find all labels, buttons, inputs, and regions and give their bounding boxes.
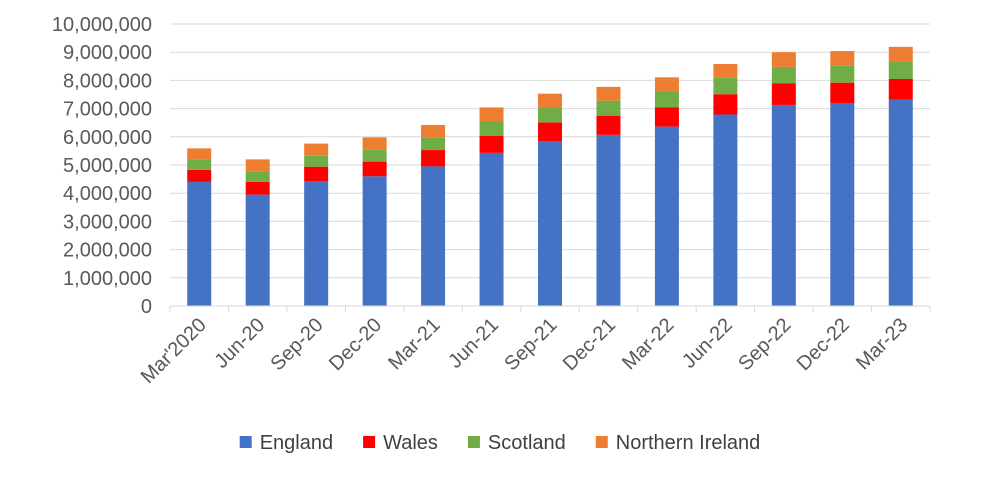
legend-swatch-northern-ireland (595, 436, 608, 448)
bars (187, 46, 913, 307)
legend-label-northern-ireland: Northern Ireland (616, 432, 761, 454)
bar-scotland-7 (596, 100, 621, 116)
bar-northern-ireland-12 (888, 46, 913, 63)
x-tick-label: Jun-20 (210, 314, 269, 373)
bar-england-1 (245, 194, 270, 306)
bar-england-2 (304, 181, 329, 306)
y-tick-label: 2,000,000 (63, 240, 152, 262)
bar-scotland-3 (362, 149, 387, 162)
legend: England Wales Scotland Northern Ireland (239, 432, 761, 454)
legend-label-wales: Wales (383, 432, 438, 454)
bar-scotland-1 (245, 171, 270, 182)
legend-swatch-scotland (467, 436, 480, 448)
bar-wales-7 (596, 115, 621, 135)
bar-northern-ireland-8 (654, 77, 679, 92)
y-tick-label: 10,000,000 (52, 14, 152, 36)
bar-england-4 (421, 166, 446, 306)
bar-scotland-8 (654, 91, 679, 108)
y-tick-label: 5,000,000 (63, 155, 152, 177)
y-tick-label: 9,000,000 (63, 42, 152, 64)
legend-label-scotland: Scotland (488, 432, 566, 454)
bar-scotland-2 (304, 155, 329, 167)
bar-scotland-11 (830, 65, 855, 83)
y-tick-label: 0 (141, 296, 152, 318)
bar-scotland-9 (713, 77, 738, 95)
x-tick-label: Sep-20 (267, 314, 328, 375)
bar-wales-3 (362, 161, 387, 177)
bar-england-5 (479, 152, 504, 306)
bar-wales-10 (771, 83, 796, 105)
y-tick-label: 1,000,000 (63, 268, 152, 290)
bar-northern-ireland-4 (421, 124, 446, 138)
bar-northern-ireland-10 (771, 52, 796, 67)
bar-wales-0 (187, 169, 212, 182)
bar-northern-ireland-6 (538, 93, 562, 109)
y-tick-labels: 0 1,000,000 2,000,000 3,000,000 4,000,000 5,0… (52, 14, 152, 318)
bar-scotland-0 (187, 159, 212, 170)
x-tick-label: Sep-21 (500, 314, 561, 375)
bar-northern-ireland-1 (245, 159, 270, 172)
x-tick-label: Mar'2020 (137, 314, 211, 388)
bar-wales-12 (888, 78, 913, 100)
bar-england-8 (654, 126, 679, 306)
bar-scotland-12 (888, 62, 913, 79)
bar-northern-ireland-11 (830, 51, 855, 66)
bar-scotland-10 (771, 66, 796, 84)
bar-england-10 (771, 104, 796, 307)
bar-wales-2 (304, 166, 329, 182)
y-tick-label: 6,000,000 (63, 127, 152, 149)
bar-wales-6 (538, 122, 562, 142)
bar-northern-ireland-0 (187, 148, 212, 160)
bar-england-7 (596, 134, 621, 306)
legend-swatch-wales (363, 436, 376, 448)
bar-northern-ireland-2 (304, 143, 329, 156)
bar-england-3 (362, 176, 387, 306)
bar-england-12 (888, 99, 913, 307)
bar-england-11 (830, 102, 855, 307)
bar-scotland-4 (421, 137, 446, 151)
y-tick-label: 4,000,000 (63, 183, 152, 205)
x-tick-label: Mar-23 (852, 314, 912, 374)
x-tick-label: Jun-21 (444, 314, 503, 373)
bar-wales-9 (713, 94, 738, 115)
x-tick-label: Dec-20 (325, 314, 386, 375)
bar-wales-8 (654, 107, 679, 127)
x-tick-label: Dec-22 (793, 314, 854, 375)
bar-scotland-6 (538, 108, 562, 123)
x-tick-label: Mar-21 (384, 314, 444, 374)
y-tick-label: 3,000,000 (63, 211, 152, 233)
bar-england-0 (187, 181, 212, 306)
bar-scotland-5 (479, 121, 504, 136)
bar-northern-ireland-5 (479, 107, 504, 122)
bar-northern-ireland-7 (596, 86, 621, 101)
bar-wales-5 (479, 135, 504, 153)
bar-wales-4 (421, 150, 446, 167)
legend-swatch-england (239, 436, 252, 448)
x-tick-label: Jun-22 (678, 314, 737, 373)
bar-northern-ireland-9 (713, 64, 738, 78)
y-tick-label: 7,000,000 (63, 99, 152, 121)
bar-england-6 (538, 141, 562, 306)
bar-wales-11 (830, 82, 855, 103)
bar-england-9 (713, 114, 738, 306)
axes (169, 305, 931, 312)
x-tick-label: Mar-22 (618, 314, 678, 374)
x-tick-label: Dec-21 (559, 314, 620, 375)
bar-wales-1 (245, 181, 270, 195)
y-tick-label: 8,000,000 (63, 70, 152, 92)
legend-label-england: England (260, 432, 333, 454)
bar-northern-ireland-3 (362, 137, 387, 150)
x-tick-label: Sep-22 (734, 314, 795, 375)
